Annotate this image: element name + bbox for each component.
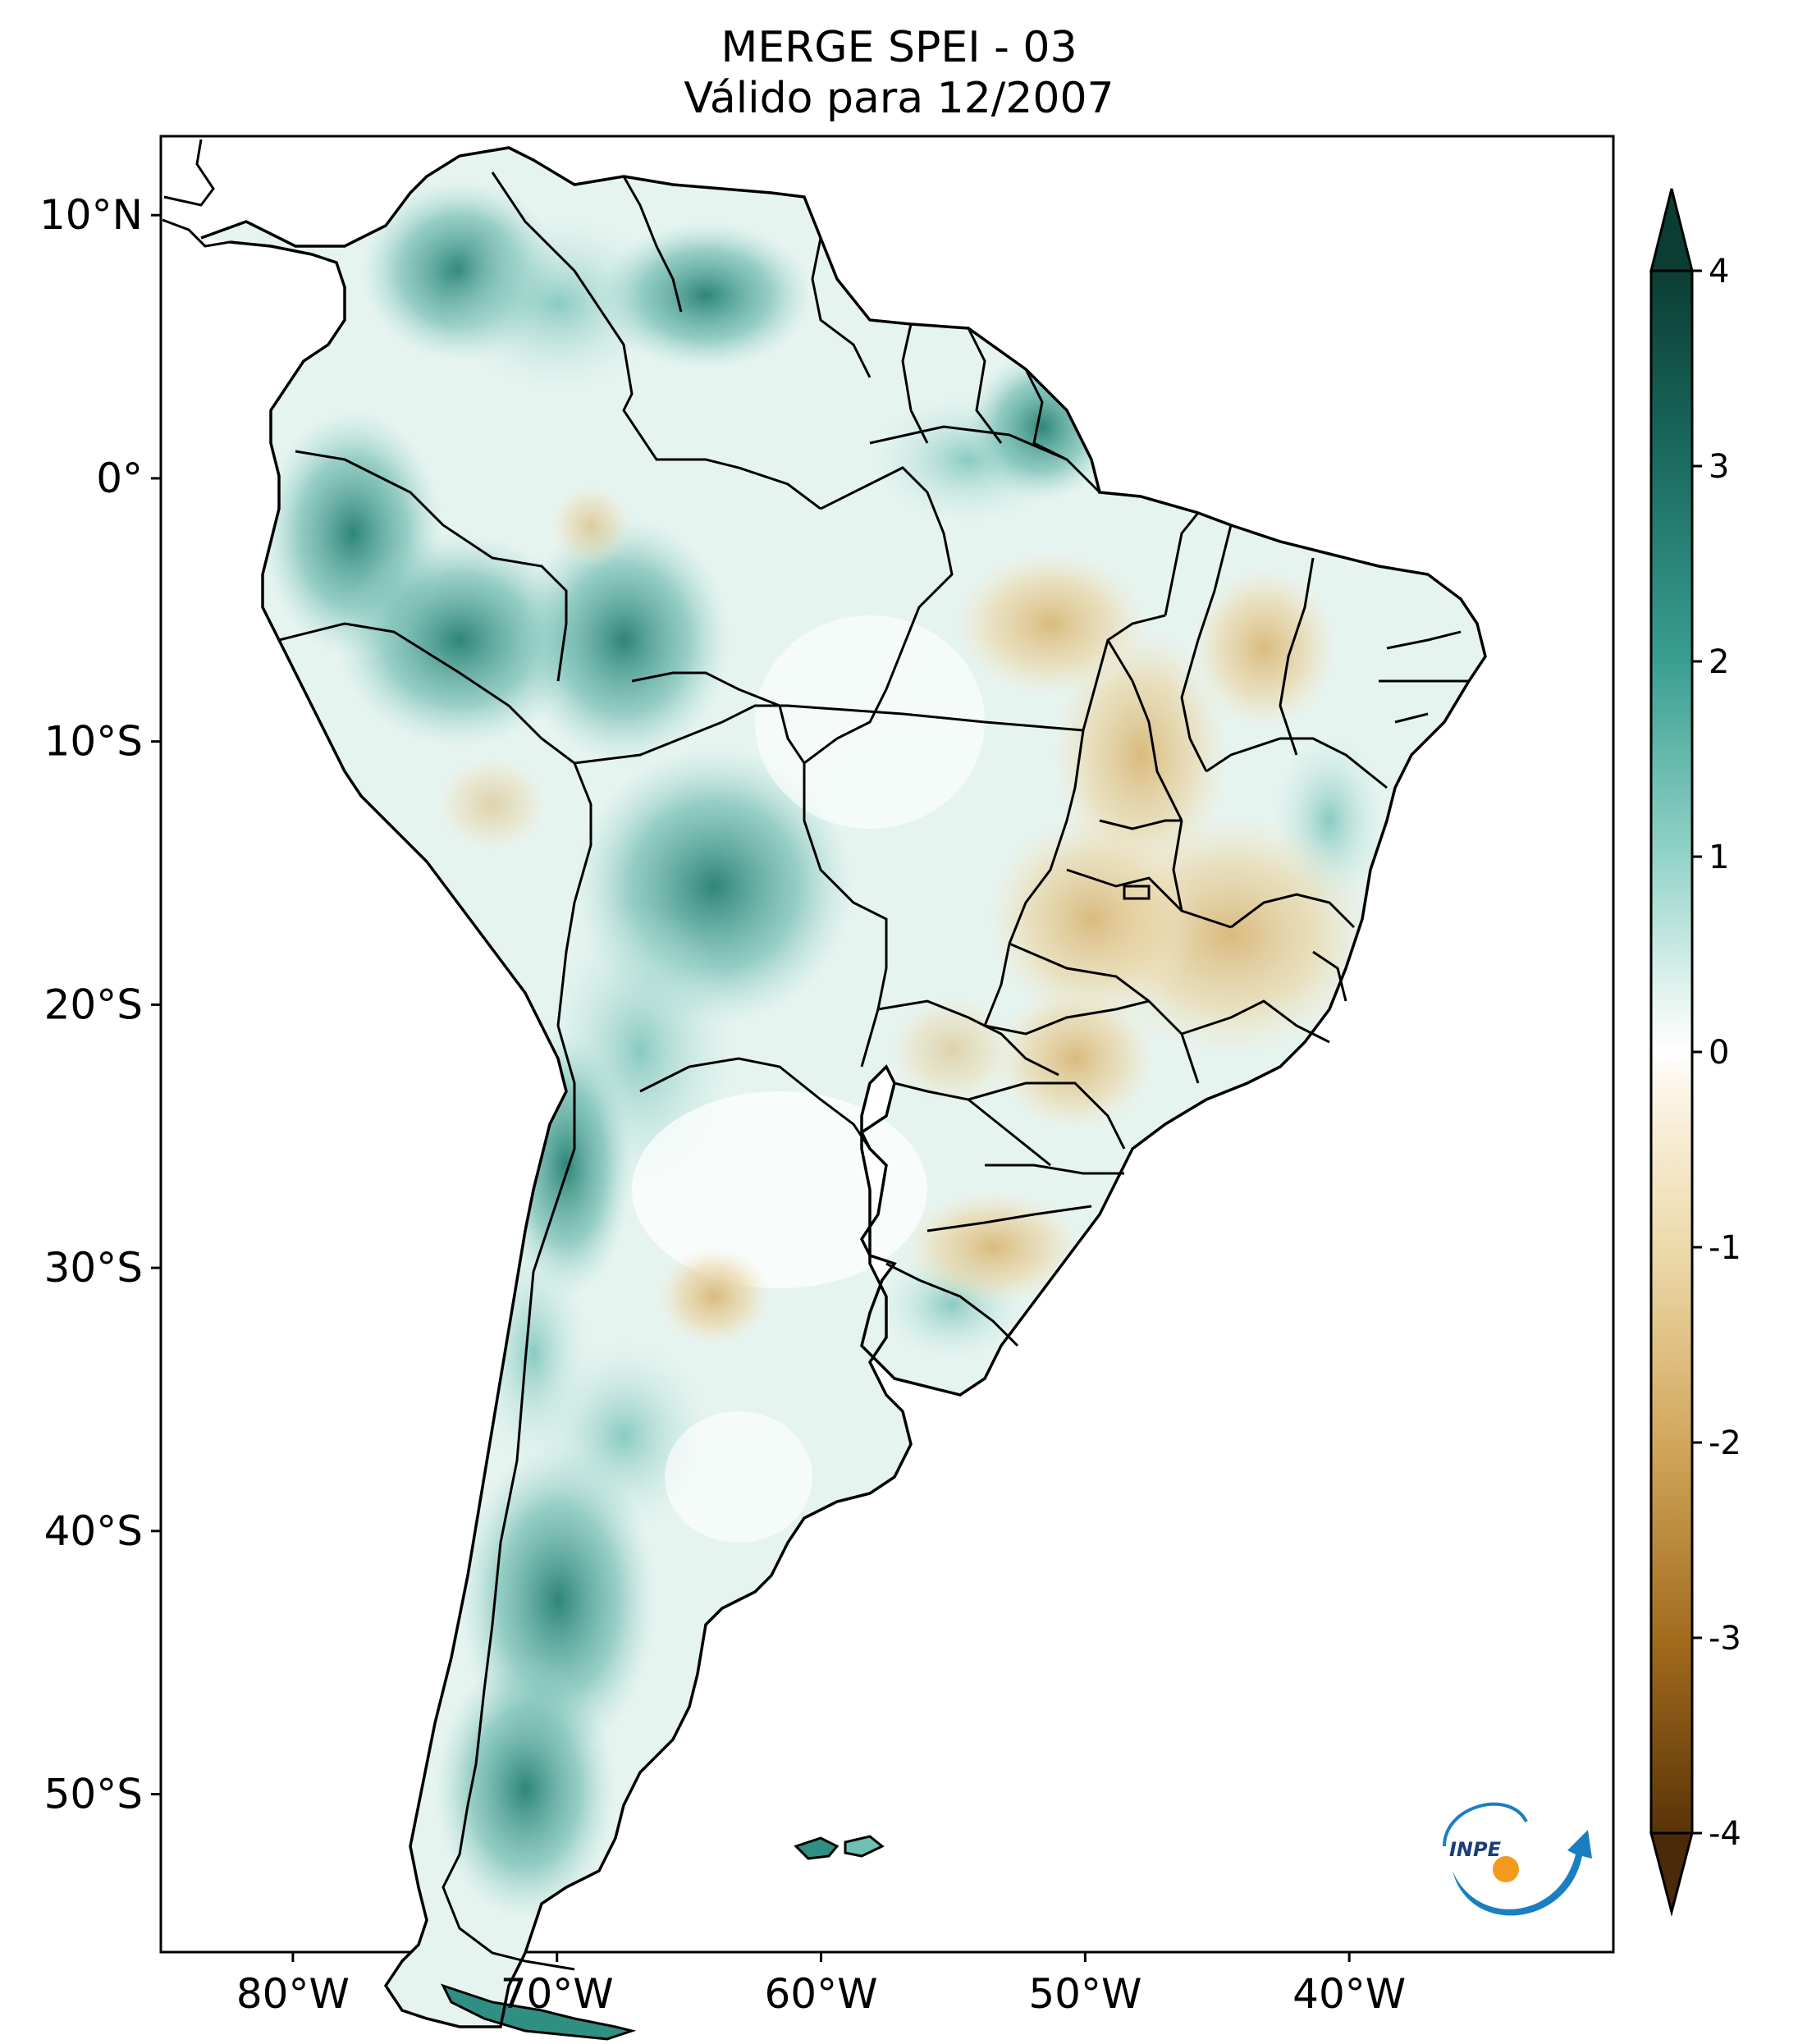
- colorbar-tick-label: 1: [1709, 839, 1729, 876]
- lon-tick-label: 60°W: [765, 1970, 878, 2018]
- colorbar-lower-extension: [1649, 1831, 1694, 1917]
- colorbar-tick-label: 2: [1709, 643, 1729, 681]
- colorbar-tick-label: -1: [1709, 1229, 1741, 1267]
- colorbar-tick-labels: 4 3 2 1 0 -1 -2 -3 -4: [1709, 253, 1741, 1853]
- country-borders: [278, 171, 1101, 1971]
- lat-tick-label: 20°S: [44, 981, 143, 1028]
- colorbar-tick-label: 3: [1709, 448, 1729, 486]
- lat-tick-label: 30°S: [44, 1244, 143, 1292]
- logo-orange-dot: [1493, 1856, 1519, 1882]
- map-subtitle: Válido para 12/2007: [684, 74, 1114, 123]
- logo-swoosh: [1443, 1802, 1528, 1847]
- logo-text: INPE: [1449, 1838, 1502, 1861]
- colorbar-body: [1649, 269, 1694, 1835]
- lon-tick-label: 70°W: [501, 1970, 614, 2018]
- lat-tick-label: 40°S: [44, 1507, 143, 1555]
- lon-tick-label: 40°W: [1292, 1970, 1406, 2018]
- lon-tick-label: 80°W: [236, 1970, 350, 2018]
- colorbar-tick-label: -2: [1709, 1424, 1741, 1462]
- colorbar-tick-label: -4: [1709, 1815, 1741, 1853]
- lat-tick-label: 10°S: [44, 718, 143, 766]
- lat-tick-label: 0°: [96, 455, 143, 502]
- central-america-coast: [162, 139, 231, 248]
- lon-tick-label: 50°W: [1028, 1970, 1141, 2018]
- map-ticks: [151, 213, 1351, 1962]
- state-borders: [787, 512, 1469, 1232]
- colorbar: 4 3 2 1 0 -1 -2 -3 -4: [1649, 188, 1741, 1917]
- colorbar-ticks: [1692, 269, 1702, 1835]
- map-title: MERGE SPEI - 03: [721, 23, 1077, 72]
- lat-tick-label: 50°S: [44, 1771, 143, 1818]
- colorbar-tick-label: 0: [1709, 1034, 1729, 1072]
- colorbar-tick-label: 4: [1709, 253, 1729, 290]
- spei-field: [201, 148, 1485, 2041]
- lat-tick-label: 10°N: [39, 191, 143, 239]
- colorbar-tick-label: -3: [1709, 1620, 1741, 1658]
- logo-arrow: [1453, 1830, 1592, 1916]
- colorbar-upper-extension: [1649, 188, 1694, 272]
- lat-tick-labels: 10°N 0° 10°S 20°S 30°S 40°S 50°S: [39, 191, 143, 1818]
- lon-tick-labels: 80°W 70°W 60°W 50°W 40°W: [236, 1970, 1406, 2018]
- inpe-logo: INPE: [1443, 1802, 1592, 1916]
